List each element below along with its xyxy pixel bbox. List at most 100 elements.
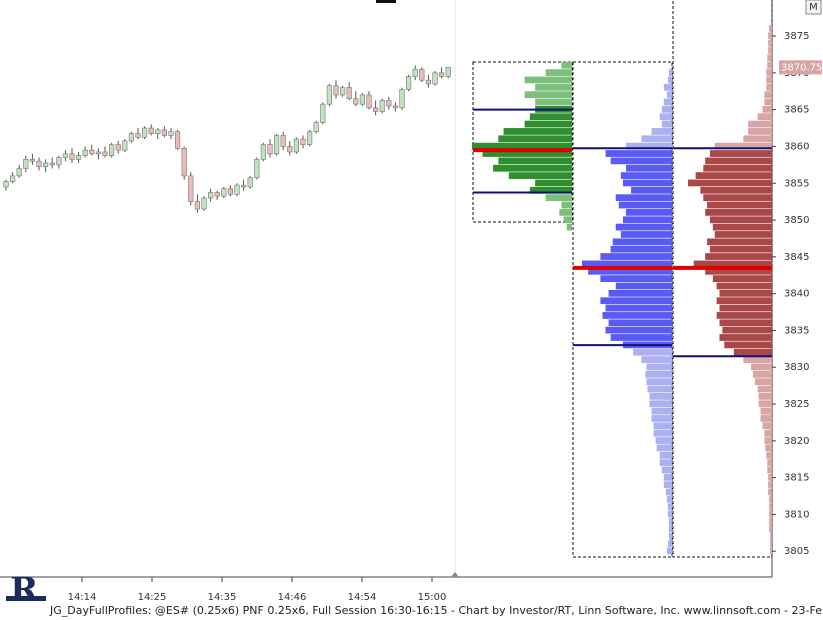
profile-bar	[666, 496, 672, 503]
m-button-label[interactable]: M	[809, 2, 818, 13]
candle-body	[201, 197, 207, 210]
profile-bar	[535, 179, 572, 187]
profile-bar	[766, 451, 772, 459]
candle-body	[194, 201, 201, 210]
profile-bar	[705, 157, 772, 165]
profile-bar	[563, 216, 572, 224]
y-tick-label: 3860	[784, 141, 809, 152]
y-tick-label: 3830	[784, 362, 809, 373]
profile-bar	[651, 128, 672, 135]
profile-bar	[653, 429, 672, 437]
profile-bar	[722, 326, 772, 334]
profile-bar	[641, 135, 672, 143]
profile-bar	[647, 385, 672, 393]
profile-bar	[472, 142, 572, 150]
profile-bar	[767, 61, 772, 69]
candle-body	[392, 105, 399, 109]
profile-bar	[641, 356, 672, 363]
candle-body	[69, 153, 75, 160]
candle-body	[359, 94, 366, 105]
candle-body	[405, 76, 412, 90]
profile-bar	[659, 113, 672, 121]
candle-body	[425, 79, 432, 85]
profile-bar	[608, 289, 672, 297]
profile-bar	[663, 98, 672, 106]
profile-bar	[535, 83, 572, 91]
x-tick-label: 14:25	[138, 592, 167, 603]
candle-body	[95, 151, 101, 155]
profile-bar	[762, 105, 772, 113]
profile-bar	[608, 319, 672, 327]
profile-bar	[667, 540, 672, 547]
candle-body	[208, 192, 214, 199]
profile-bar	[768, 473, 772, 481]
candle-body	[346, 87, 352, 99]
profile-bar	[545, 69, 572, 76]
last-price-box	[779, 60, 822, 75]
profile-bar	[703, 164, 772, 172]
candle-body	[109, 144, 115, 156]
profile-bar	[743, 135, 772, 143]
profile-bar	[646, 363, 672, 371]
candle-body	[3, 181, 9, 188]
profile-bar	[714, 231, 772, 238]
candle-body	[399, 89, 405, 109]
candle-body	[379, 100, 385, 112]
profile-bar	[625, 164, 672, 172]
profile-bar	[524, 76, 572, 84]
candle-body	[23, 159, 29, 169]
profile-bar	[764, 91, 772, 99]
x-tick-label: 14:35	[208, 592, 237, 603]
profile-bar	[508, 172, 572, 179]
profile-bar	[659, 459, 672, 467]
x-tick-label: 14:14	[68, 592, 97, 603]
profile-bar	[535, 98, 572, 106]
profile-bar	[768, 39, 772, 47]
profile-bar	[600, 297, 672, 305]
profile-bar	[615, 194, 672, 202]
profile-bar	[703, 194, 772, 202]
x-tick-label: 15:00	[418, 592, 447, 603]
candle-body	[445, 67, 451, 77]
profile-bar	[693, 260, 772, 268]
candle-body	[412, 68, 418, 77]
profile-bar	[707, 201, 772, 209]
profile-bar	[559, 209, 572, 216]
profile-bar	[588, 267, 672, 275]
profile-bar	[620, 231, 672, 238]
candle-body	[115, 144, 121, 151]
profile-bar	[529, 113, 572, 121]
profile-bar	[695, 172, 772, 179]
profile-bar	[716, 297, 772, 305]
profile-bar	[625, 142, 672, 150]
candle-body	[300, 138, 306, 145]
y-tick-label: 3835	[784, 325, 809, 336]
profile-bar	[612, 238, 672, 246]
profile-bar	[700, 186, 772, 194]
x-tick-label: 14:46	[278, 592, 307, 603]
profile-bar	[665, 488, 672, 496]
candle-body	[122, 140, 128, 151]
profile-bar	[767, 54, 772, 62]
m-button[interactable]	[805, 0, 822, 15]
profile-bar	[705, 253, 772, 260]
profile-bar	[719, 319, 772, 327]
profile-bar	[498, 135, 572, 143]
profile-bar	[768, 47, 772, 54]
candle-body	[366, 94, 372, 109]
profile-bar	[622, 216, 672, 224]
profile-bar	[743, 356, 772, 363]
profile-bar	[764, 437, 772, 444]
profile-bar	[524, 91, 572, 99]
profile-bar	[651, 415, 672, 422]
candle-body	[241, 184, 247, 188]
candle-body	[273, 135, 280, 155]
candle-body	[161, 129, 168, 136]
profile-bar	[757, 113, 772, 121]
profile-bar	[498, 157, 572, 165]
profile-bar	[661, 105, 672, 113]
profile-bar	[705, 267, 772, 275]
profile-bar	[714, 142, 772, 150]
y-tick-label: 3810	[784, 509, 809, 520]
